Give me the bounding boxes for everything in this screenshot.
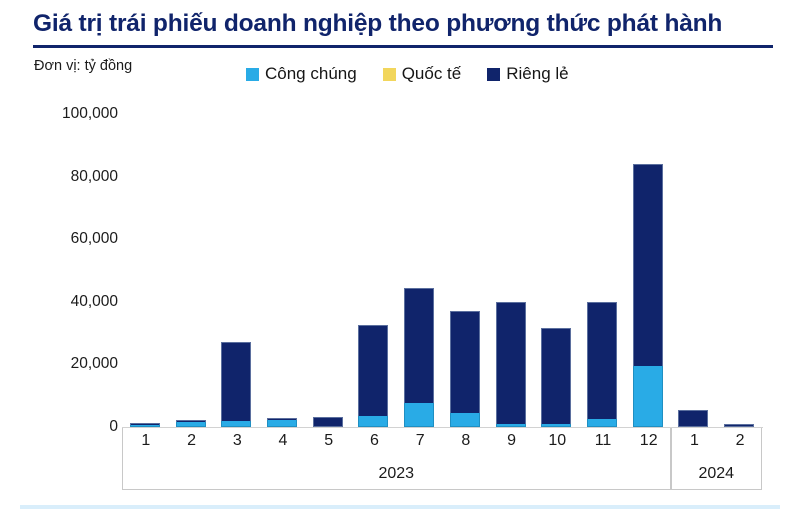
bar-column — [404, 287, 435, 427]
x-axis-group: 1 2 2024 — [670, 428, 762, 490]
title-divider — [33, 45, 773, 48]
x-axis-group-label: 2024 — [698, 465, 735, 482]
axis-baseline — [122, 427, 763, 428]
x-axis-tick: 11 — [594, 432, 612, 449]
legend-swatch-private-icon — [487, 67, 501, 81]
y-axis-tick: 20,000 — [70, 355, 118, 373]
bar-column — [267, 418, 297, 427]
bar-segment-private — [632, 164, 663, 366]
y-axis-tick: 0 — [109, 418, 118, 435]
bar-segment-private — [404, 287, 435, 404]
bar-segment-private — [221, 341, 252, 421]
bar-column — [678, 409, 709, 427]
x-axis-tick: 3 — [232, 432, 242, 449]
x-axis-group-label: 2023 — [378, 465, 415, 482]
plot-area — [122, 114, 762, 427]
x-axis-tick: 2 — [187, 432, 197, 449]
x-axis-tick: 6 — [369, 432, 379, 449]
bar-segment-private — [267, 418, 297, 421]
x-axis-tick-row: 1 2 3 4 5 6 7 8 9 10 11 12 — [123, 432, 670, 462]
y-axis: 100,000 80,000 60,000 40,000 20,000 0 — [30, 104, 118, 435]
bar-column — [312, 416, 343, 427]
x-axis-tick: 8 — [461, 432, 471, 449]
bar-column — [587, 302, 617, 427]
x-axis-tick: 1 — [689, 432, 699, 449]
bar-segment-private — [358, 324, 389, 417]
x-axis-tick: 4 — [278, 432, 288, 449]
y-axis-tick: 100,000 — [61, 105, 118, 122]
unit-note: Đơn vị: tỷ đồng — [34, 58, 133, 74]
bar-segment-public — [587, 418, 617, 427]
legend-swatch-public-icon — [246, 67, 259, 81]
bar-column — [449, 311, 480, 427]
bar-segment-public — [221, 420, 252, 427]
bar-segment-public — [129, 424, 160, 427]
title-block: Giá trị trái phiếu doanh nghiệp theo phư… — [33, 10, 773, 37]
bar-segment-private — [541, 327, 572, 425]
legend-item-private: Riêng lẻ — [487, 64, 569, 84]
x-axis-tick: 5 — [324, 432, 334, 449]
bar-segment-public — [632, 365, 663, 427]
y-axis-tick: 60,000 — [70, 230, 118, 248]
x-axis-tick: 9 — [507, 432, 517, 449]
bar-segment-public — [358, 416, 389, 427]
bar-column — [175, 419, 206, 427]
bar-segment-public — [267, 420, 297, 427]
bar-segment-public — [541, 424, 572, 427]
bar-segment-public — [404, 403, 435, 427]
bar-column — [495, 302, 526, 427]
x-axis-group: 1 2 3 4 5 6 7 8 9 10 11 12 2023 — [122, 428, 671, 490]
x-axis-tick: 7 — [415, 432, 425, 449]
bottom-strip — [20, 505, 780, 509]
bar-column — [632, 164, 663, 427]
bar-segment-private — [449, 311, 480, 413]
bar-segment-public — [495, 423, 526, 427]
legend-swatch-international-icon — [382, 67, 396, 81]
x-axis-tick: 1 — [141, 432, 151, 449]
bar-segment-private — [678, 409, 709, 427]
y-axis-tick: 40,000 — [70, 292, 118, 310]
bar-segment-private — [495, 302, 526, 424]
legend-item-international: Quốc tế — [382, 64, 462, 84]
bar-segment-public — [175, 422, 206, 427]
bar-segment-private — [129, 422, 160, 425]
x-axis-tick: 10 — [548, 432, 567, 449]
bar-column — [724, 423, 755, 427]
legend-item-public: Công chúng — [246, 64, 357, 84]
bar-segment-private — [312, 416, 343, 427]
bar-segment-private — [587, 302, 617, 419]
bar-segment-public — [449, 412, 480, 427]
page-title: Giá trị trái phiếu doanh nghiệp theo phư… — [33, 10, 723, 37]
x-axis: 1 2 3 4 5 6 7 8 9 10 11 12 2023 1 2 2024 — [122, 428, 763, 490]
legend-label-private: Riêng lẻ — [506, 64, 569, 83]
y-axis-tick: 80,000 — [70, 167, 118, 185]
bar-column — [221, 341, 252, 427]
legend-label-international: Quốc tế — [401, 64, 462, 83]
bar-segment-private — [724, 423, 755, 427]
bar-segment-private — [175, 419, 206, 423]
bar-column — [541, 327, 572, 427]
bar-column — [358, 324, 389, 427]
bar-column — [129, 422, 160, 427]
x-axis-tick: 2 — [735, 432, 745, 449]
legend-label-public: Công chúng — [265, 64, 357, 83]
chart-legend: Công chúng Quốc tế Riêng lẻ — [246, 64, 569, 84]
x-axis-tick: 12 — [639, 432, 658, 449]
